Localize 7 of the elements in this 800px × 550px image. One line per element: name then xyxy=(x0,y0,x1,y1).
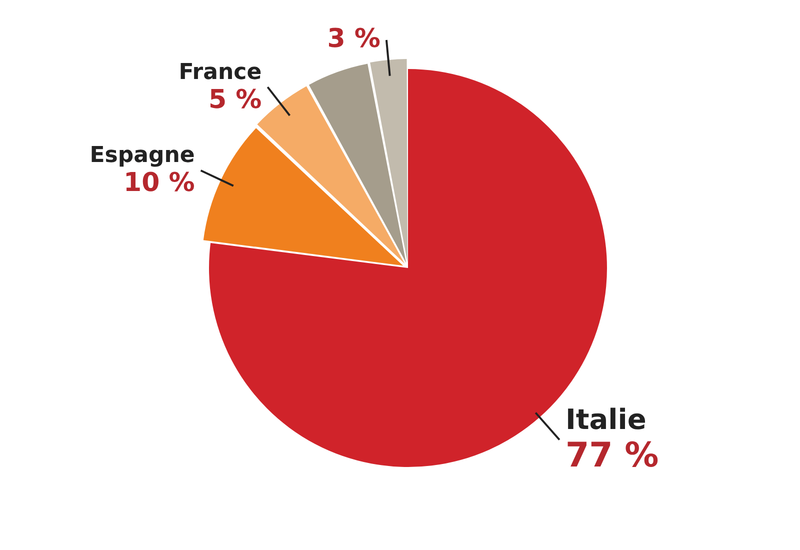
data-label: 5 % xyxy=(208,84,262,115)
slice-label: France xyxy=(178,60,262,85)
slice-label: Italie xyxy=(565,403,646,436)
data-label: 77 % xyxy=(565,436,659,476)
slice-label: Espagne xyxy=(90,143,195,168)
data-label: 10 % xyxy=(124,168,195,198)
data-label: 3 % xyxy=(327,24,380,54)
